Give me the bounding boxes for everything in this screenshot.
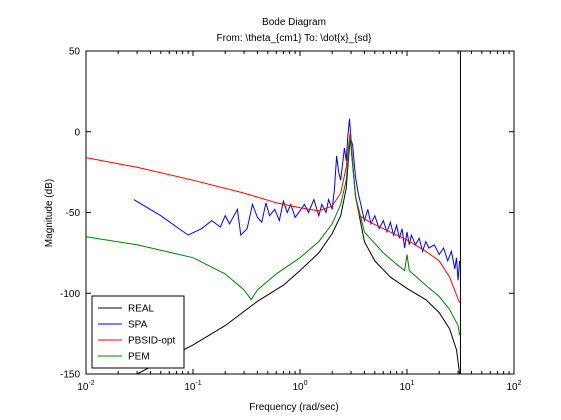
chart-title: Bode Diagram bbox=[262, 17, 326, 28]
legend-entry: PBSID-opt bbox=[128, 336, 175, 347]
series-line-pem bbox=[85, 136, 461, 336]
x-tick-label: 10-1 bbox=[184, 380, 201, 393]
x-tick-label: 102 bbox=[506, 380, 521, 393]
x-tick-label: 101 bbox=[399, 380, 414, 393]
x-tick-label: 10-2 bbox=[77, 380, 94, 393]
legend: REAL SPA PBSID-opt PEM bbox=[91, 295, 185, 369]
y-tick-label: 50 bbox=[69, 47, 81, 58]
y-tick-label: -100 bbox=[60, 289, 80, 300]
legend-entry: PEM bbox=[128, 352, 150, 363]
chart-subtitle: From: \theta_{cm1} To: \dot{x}_{sd} bbox=[217, 33, 373, 44]
series-layer bbox=[85, 51, 461, 375]
series-line-spa bbox=[133, 118, 461, 281]
series-line-pbsid-opt bbox=[85, 131, 461, 304]
legend-entry: SPA bbox=[128, 320, 148, 331]
y-tick-label: 0 bbox=[74, 127, 80, 138]
x-axis-label: Frequency (rad/sec) bbox=[249, 402, 338, 413]
legend-entry: REAL bbox=[128, 304, 155, 315]
y-tick-label: -150 bbox=[60, 370, 80, 381]
y-tick-label: -50 bbox=[66, 208, 81, 219]
x-tick-label: 100 bbox=[292, 380, 307, 393]
y-axis-label: Magnitude (dB) bbox=[44, 179, 55, 247]
